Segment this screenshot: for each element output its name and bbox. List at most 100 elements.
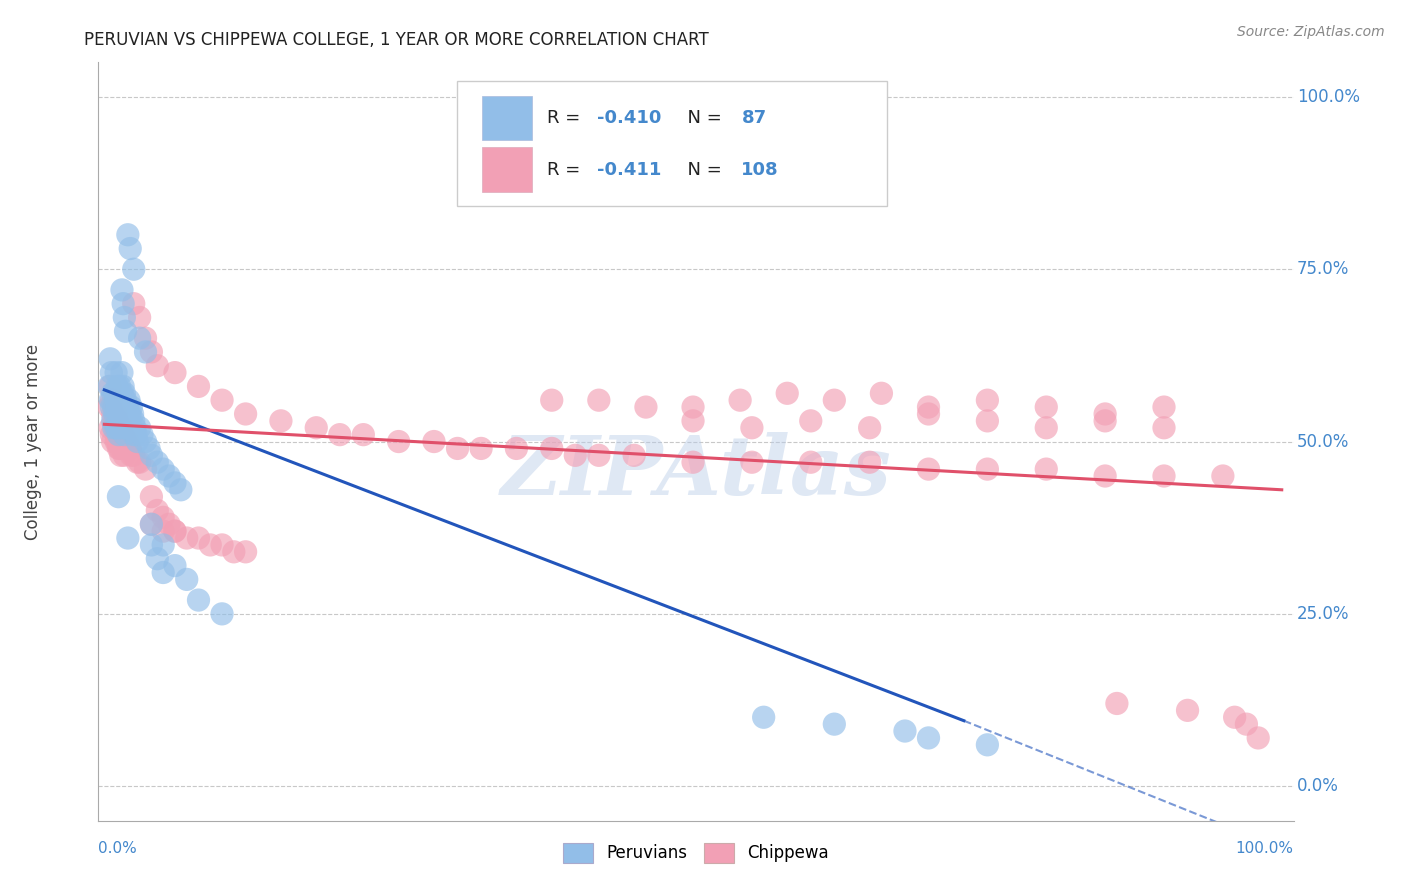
Point [976,462,998,476]
Point [110,414,132,428]
Point [122,448,145,462]
Point [211,538,233,552]
Point [105,434,128,449]
Point [120,407,142,421]
Point [141,490,163,504]
Point [823,717,845,731]
Point [120,421,142,435]
Text: N =: N = [676,161,727,178]
Point [776,386,799,401]
Point [98,400,121,414]
Point [235,545,257,559]
Point [100,400,122,414]
Point [1247,731,1270,745]
Point [98,421,121,435]
Point [141,517,163,532]
Point [976,393,998,408]
Point [120,442,142,456]
Point [107,386,129,401]
Point [917,407,939,421]
Point [104,386,127,401]
Point [121,407,143,421]
Point [894,724,917,739]
Point [112,379,135,393]
Point [98,379,121,393]
Point [187,379,209,393]
Point [163,475,186,490]
Point [682,455,704,469]
Point [112,421,135,435]
Point [682,414,704,428]
Point [1153,421,1175,435]
Text: 87: 87 [741,109,766,127]
Point [122,262,145,277]
Point [200,538,222,552]
Point [728,393,751,408]
Point [110,448,132,462]
Point [114,414,136,428]
Point [157,469,180,483]
Point [112,434,135,449]
Point [1105,697,1128,711]
Point [682,400,704,414]
Point [152,462,174,476]
Point [222,545,245,559]
Point [115,442,138,456]
Point [98,351,121,366]
Point [128,331,150,345]
Point [163,558,186,573]
Point [976,738,998,752]
Point [107,442,129,456]
Point [634,400,657,414]
Point [187,531,209,545]
Point [112,310,135,325]
Point [108,400,131,414]
Point [101,407,124,421]
Point [470,442,492,456]
Point [117,414,139,428]
Point [388,434,411,449]
Text: R =: R = [547,161,585,178]
Point [114,393,136,408]
Point [138,442,160,456]
Point [305,421,328,435]
Point [120,400,142,414]
Point [105,414,128,428]
Point [146,503,169,517]
FancyBboxPatch shape [482,95,533,140]
Point [105,366,128,380]
Text: 100.0%: 100.0% [1298,88,1360,106]
Point [108,421,131,435]
Point [152,538,174,552]
Point [235,407,257,421]
Point [128,310,150,325]
Point [107,427,129,442]
Point [112,427,135,442]
Point [101,434,124,449]
Point [103,421,125,435]
Text: College, 1 year or more: College, 1 year or more [24,343,42,540]
Point [211,393,233,408]
Point [141,517,163,532]
Point [1035,462,1057,476]
Point [104,421,127,435]
Point [917,462,939,476]
Point [98,379,121,393]
Point [141,538,163,552]
Point [352,427,374,442]
Point [1177,703,1199,717]
Text: 0.0%: 0.0% [1298,777,1339,795]
Point [505,442,527,456]
Point [117,531,139,545]
Point [540,442,562,456]
Point [105,434,128,449]
Point [118,407,141,421]
Point [112,407,135,421]
Point [120,421,142,435]
Point [103,400,125,414]
Point [134,331,156,345]
Point [823,393,845,408]
Point [423,434,446,449]
Point [859,455,882,469]
Point [110,427,132,442]
